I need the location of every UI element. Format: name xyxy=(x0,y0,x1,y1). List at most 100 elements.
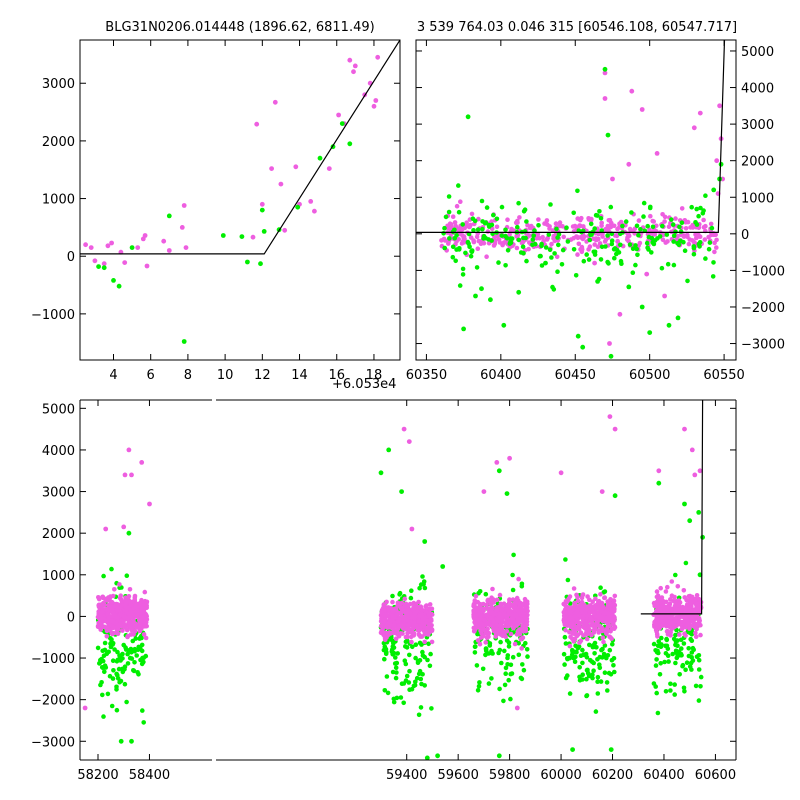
data-point xyxy=(510,597,516,602)
data-point xyxy=(681,234,687,239)
data-point xyxy=(407,652,412,658)
data-point xyxy=(139,642,145,648)
data-point xyxy=(501,698,506,704)
data-point xyxy=(419,606,424,612)
data-point xyxy=(441,231,446,236)
data-point xyxy=(657,234,663,239)
data-point xyxy=(99,609,105,615)
data-point xyxy=(596,628,602,633)
data-point xyxy=(503,665,509,671)
data-point xyxy=(141,720,146,725)
data-point xyxy=(593,237,599,243)
data-point xyxy=(479,286,484,292)
data-point xyxy=(657,672,663,677)
data-point xyxy=(140,604,146,609)
data-point xyxy=(96,264,101,269)
data-point xyxy=(694,206,699,212)
data-point xyxy=(114,684,119,690)
data-point xyxy=(566,610,572,616)
data-point xyxy=(658,585,663,591)
data-point xyxy=(649,250,654,255)
data-point xyxy=(479,621,485,627)
data-point xyxy=(676,649,681,655)
data-points xyxy=(82,414,705,760)
data-point xyxy=(418,676,424,682)
data-point xyxy=(88,245,94,251)
data-point xyxy=(598,585,603,590)
y-tick-label: 3000 xyxy=(42,77,75,92)
data-point xyxy=(671,233,677,239)
data-point xyxy=(683,633,688,638)
data-point xyxy=(697,468,703,474)
data-point xyxy=(629,88,635,94)
data-point xyxy=(517,215,522,220)
data-point xyxy=(703,193,708,198)
data-point xyxy=(98,602,104,607)
y-tick-label: −1000 xyxy=(741,264,785,279)
data-point xyxy=(336,112,341,118)
data-point xyxy=(122,681,128,687)
data-point xyxy=(476,684,482,689)
data-point xyxy=(517,601,523,606)
data-point xyxy=(689,632,695,637)
data-point xyxy=(612,669,617,675)
data-point xyxy=(669,626,675,631)
data-point xyxy=(605,599,610,604)
data-point xyxy=(602,96,608,101)
data-point xyxy=(563,627,568,633)
data-point xyxy=(564,622,569,628)
data-point xyxy=(513,603,518,609)
data-point xyxy=(485,229,491,234)
data-point xyxy=(673,216,678,221)
data-point xyxy=(576,241,582,247)
data-point xyxy=(644,271,650,277)
data-point xyxy=(663,689,669,694)
data-point xyxy=(612,493,618,499)
data-point xyxy=(588,221,594,227)
data-point xyxy=(427,622,432,628)
data-point xyxy=(714,158,720,164)
data-point xyxy=(566,655,572,661)
data-point xyxy=(471,612,476,618)
data-point xyxy=(608,224,613,230)
data-point xyxy=(124,627,130,633)
data-point xyxy=(585,594,590,599)
data-point xyxy=(714,237,719,243)
data-point xyxy=(693,634,699,639)
data-point xyxy=(390,652,396,657)
data-point xyxy=(375,54,381,60)
data-point xyxy=(295,204,301,210)
data-point xyxy=(378,630,384,636)
data-point xyxy=(497,623,503,628)
data-point xyxy=(446,241,451,246)
data-point xyxy=(679,626,685,632)
data-point xyxy=(499,233,505,238)
data-point xyxy=(427,602,433,607)
data-point xyxy=(140,708,145,713)
data-point xyxy=(677,224,682,230)
data-point xyxy=(132,593,138,599)
data-point xyxy=(579,215,584,221)
data-point xyxy=(520,244,526,249)
data-point xyxy=(549,241,554,247)
data-point xyxy=(422,639,428,645)
data-point xyxy=(117,605,123,610)
data-point xyxy=(686,653,692,659)
data-point xyxy=(395,651,401,656)
data-point xyxy=(664,232,670,237)
data-point xyxy=(658,661,663,666)
data-point xyxy=(595,674,601,680)
data-point xyxy=(659,635,664,641)
data-point xyxy=(258,261,263,267)
data-point xyxy=(536,223,541,228)
data-point xyxy=(405,603,411,609)
data-point xyxy=(598,216,604,221)
data-point xyxy=(390,669,396,675)
data-point xyxy=(419,681,424,687)
data-point xyxy=(394,631,400,636)
y-tick-label: −2000 xyxy=(741,301,785,316)
data-point xyxy=(557,223,562,229)
data-point xyxy=(547,247,553,253)
top-right-panel: 3 539 764.03 0.046 315 [60546.108, 60547… xyxy=(406,20,785,383)
data-point xyxy=(126,530,132,536)
